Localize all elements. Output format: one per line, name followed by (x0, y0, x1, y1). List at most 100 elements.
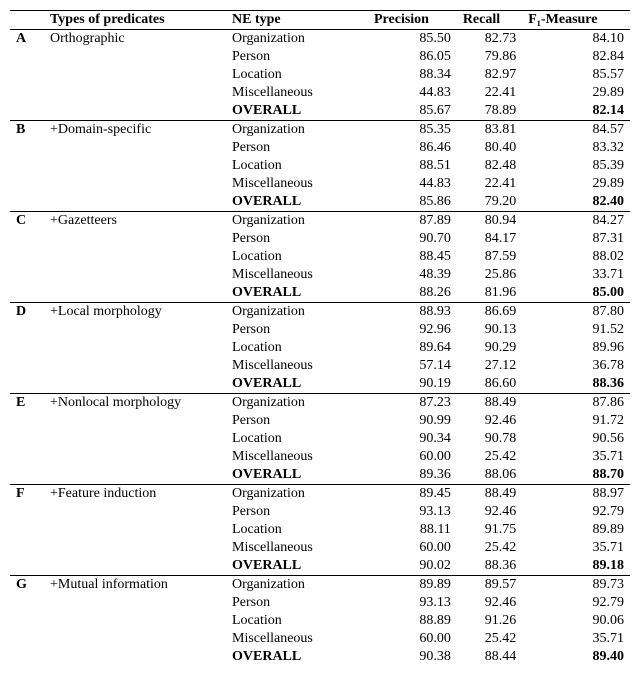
ne-type: Miscellaneous (226, 630, 368, 648)
overall-row: OVERALL85.6778.8982.14 (10, 102, 630, 121)
predicate-label (44, 630, 226, 648)
ne-type: Organization (226, 485, 368, 504)
ne-type: Location (226, 66, 368, 84)
precision-value: 44.83 (368, 84, 457, 102)
recall-value: 25.86 (457, 266, 522, 284)
table-row: Person92.9690.1391.52 (10, 321, 630, 339)
header-row: Types of predicates NE type Precision Re… (10, 11, 630, 30)
table-row: Location88.5182.4885.39 (10, 157, 630, 175)
ne-type: Miscellaneous (226, 539, 368, 557)
predicate-label (44, 521, 226, 539)
precision-value: 90.19 (368, 375, 457, 394)
header-predicates: Types of predicates (44, 11, 226, 30)
f1-value: 35.71 (522, 539, 630, 557)
f1-value: 85.39 (522, 157, 630, 175)
table-row: D+Local morphologyOrganization88.9386.69… (10, 303, 630, 322)
predicate-label (44, 266, 226, 284)
precision-value: 90.34 (368, 430, 457, 448)
ne-type: Miscellaneous (226, 448, 368, 466)
table-row: Miscellaneous48.3925.8633.71 (10, 266, 630, 284)
predicate-label: +Feature induction (44, 485, 226, 504)
recall-value: 82.48 (457, 157, 522, 175)
f1-value: 35.71 (522, 630, 630, 648)
precision-value: 89.89 (368, 576, 457, 595)
ne-type: Organization (226, 30, 368, 49)
section-id (10, 139, 44, 157)
precision-value: 86.05 (368, 48, 457, 66)
section-id (10, 339, 44, 357)
recall-value: 92.46 (457, 412, 522, 430)
overall-label: OVERALL (226, 102, 368, 121)
section-id (10, 357, 44, 375)
precision-value: 92.96 (368, 321, 457, 339)
section-id (10, 157, 44, 175)
overall-row: OVERALL90.0288.3689.18 (10, 557, 630, 576)
recall-value: 79.86 (457, 48, 522, 66)
table-row: Location88.4587.5988.02 (10, 248, 630, 266)
ne-type: Person (226, 412, 368, 430)
recall-value: 25.42 (457, 539, 522, 557)
table-row: Miscellaneous57.1427.1236.78 (10, 357, 630, 375)
f1-value: 82.14 (522, 102, 630, 121)
predicate-label (44, 284, 226, 303)
precision-value: 89.45 (368, 485, 457, 504)
predicate-label (44, 448, 226, 466)
ne-type: Location (226, 521, 368, 539)
ne-type: Person (226, 139, 368, 157)
recall-value: 88.36 (457, 557, 522, 576)
f1-value: 89.40 (522, 648, 630, 666)
f1-value: 85.00 (522, 284, 630, 303)
predicate-label (44, 557, 226, 576)
section-id (10, 557, 44, 576)
f1-value: 87.31 (522, 230, 630, 248)
table-row: Person90.9992.4691.72 (10, 412, 630, 430)
section-id (10, 230, 44, 248)
predicate-label (44, 66, 226, 84)
table-row: Person93.1392.4692.79 (10, 503, 630, 521)
predicate-label: +Domain-specific (44, 121, 226, 140)
precision-value: 89.36 (368, 466, 457, 485)
f1-value: 82.40 (522, 193, 630, 212)
f1-value: 89.73 (522, 576, 630, 595)
f1-value: 29.89 (522, 175, 630, 193)
precision-value: 89.64 (368, 339, 457, 357)
header-f1: F₁-Measure (522, 11, 630, 30)
recall-value: 80.40 (457, 139, 522, 157)
recall-value: 88.06 (457, 466, 522, 485)
precision-value: 87.89 (368, 212, 457, 231)
f1-value: 83.32 (522, 139, 630, 157)
overall-row: OVERALL89.3688.0688.70 (10, 466, 630, 485)
ne-type: Organization (226, 212, 368, 231)
recall-value: 78.89 (457, 102, 522, 121)
recall-value: 22.41 (457, 175, 522, 193)
precision-value: 85.50 (368, 30, 457, 49)
results-table: Types of predicates NE type Precision Re… (10, 10, 630, 666)
header-recall: Recall (457, 11, 522, 30)
recall-value: 90.78 (457, 430, 522, 448)
f1-value: 84.10 (522, 30, 630, 49)
f1-value: 92.79 (522, 503, 630, 521)
section-id (10, 266, 44, 284)
predicate-label (44, 321, 226, 339)
table-row: Miscellaneous60.0025.4235.71 (10, 539, 630, 557)
f1-value: 82.84 (522, 48, 630, 66)
predicate-label (44, 357, 226, 375)
table-row: Location90.3490.7890.56 (10, 430, 630, 448)
recall-value: 88.44 (457, 648, 522, 666)
table-row: G+Mutual informationOrganization89.89 89.… (10, 576, 630, 595)
section-id: G (10, 576, 44, 595)
section-id: C (10, 212, 44, 231)
ne-type: Person (226, 321, 368, 339)
predicate-label (44, 175, 226, 193)
predicate-label (44, 48, 226, 66)
section-id (10, 612, 44, 630)
recall-value: 92.46 (457, 503, 522, 521)
table-body: AOrthographicOrganization85.5082.7384.10… (10, 30, 630, 667)
overall-label: OVERALL (226, 557, 368, 576)
recall-value: 88.49 (457, 485, 522, 504)
predicate-label: +Mutual information (44, 576, 226, 595)
recall-value: 90.29 (457, 339, 522, 357)
recall-value: 88.49 (457, 394, 522, 413)
recall-value: 27.12 (457, 357, 522, 375)
ne-type: Organization (226, 576, 368, 595)
